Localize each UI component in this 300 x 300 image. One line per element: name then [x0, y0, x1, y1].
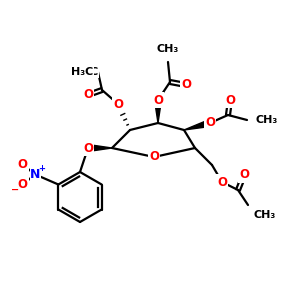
- Polygon shape: [184, 120, 211, 130]
- Text: O: O: [17, 178, 27, 191]
- Text: N: N: [30, 168, 40, 181]
- Text: O: O: [83, 142, 93, 154]
- Text: CH₃: CH₃: [253, 210, 275, 220]
- Text: O: O: [113, 98, 123, 110]
- Text: CH₃: CH₃: [157, 44, 179, 54]
- Text: O: O: [149, 151, 159, 164]
- Polygon shape: [88, 145, 112, 152]
- Text: O: O: [83, 88, 93, 101]
- Text: O: O: [225, 94, 235, 106]
- Text: O: O: [153, 94, 163, 106]
- Polygon shape: [154, 100, 161, 123]
- Text: −: −: [11, 184, 20, 194]
- Text: O: O: [181, 79, 191, 92]
- Text: O: O: [17, 158, 27, 171]
- Text: CH₃: CH₃: [255, 115, 277, 125]
- Text: O: O: [205, 116, 215, 130]
- Text: O: O: [239, 169, 249, 182]
- Text: H₃C: H₃C: [71, 67, 93, 77]
- Text: O: O: [217, 176, 227, 188]
- Text: +: +: [38, 164, 45, 173]
- Text: H₃C: H₃C: [76, 67, 98, 77]
